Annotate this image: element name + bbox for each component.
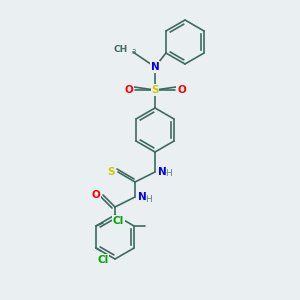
- Text: O: O: [91, 190, 100, 200]
- Text: H: H: [145, 194, 152, 203]
- Text: H: H: [165, 169, 172, 178]
- Text: Cl: Cl: [97, 255, 109, 265]
- Text: O: O: [177, 85, 186, 95]
- Text: N: N: [138, 192, 147, 202]
- Text: CH: CH: [114, 44, 128, 53]
- Text: N: N: [151, 62, 159, 72]
- Text: S: S: [151, 85, 159, 95]
- Text: N: N: [158, 167, 167, 177]
- Text: 3: 3: [131, 49, 136, 55]
- Text: O: O: [124, 85, 133, 95]
- Text: S: S: [107, 167, 115, 177]
- Text: Cl: Cl: [113, 216, 124, 226]
